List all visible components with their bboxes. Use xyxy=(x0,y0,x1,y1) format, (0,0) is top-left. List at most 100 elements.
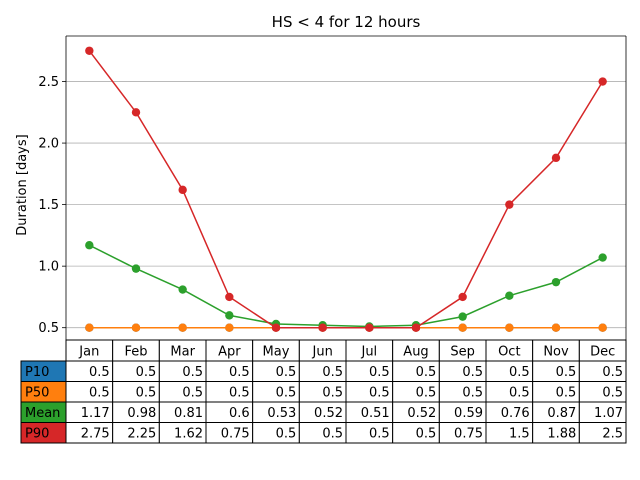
y-axis-label: Duration [days] xyxy=(15,134,30,235)
series-line-p90 xyxy=(88,50,604,329)
table-cell-value: 1.17 xyxy=(81,406,110,421)
table-cell-value: 0.5 xyxy=(369,427,390,442)
table-cell-value: 2.25 xyxy=(127,427,156,442)
table-cell-value: 2.75 xyxy=(81,427,110,442)
table-cell-value: 1.5 xyxy=(509,427,530,442)
table-cell-value: 0.5 xyxy=(322,427,343,442)
data-point-p90 xyxy=(131,108,141,117)
table-cell-value: 1.07 xyxy=(594,406,623,421)
table-cell-value: 0.52 xyxy=(314,406,343,421)
table-cell-value: 1.88 xyxy=(547,427,576,442)
table-cell-value: 0.5 xyxy=(556,386,577,401)
data-point-p90 xyxy=(318,323,327,332)
data-point-p50 xyxy=(225,323,234,332)
table-cell-value: 0.5 xyxy=(229,386,250,401)
data-point-p90 xyxy=(225,292,234,302)
table-cell-value: 0.5 xyxy=(182,365,203,380)
table-header-label: Jan xyxy=(78,345,99,360)
data-point-p90 xyxy=(505,200,514,209)
table-cell xyxy=(578,422,627,444)
data-point-p50 xyxy=(85,323,94,332)
table-header-label: Apr xyxy=(218,345,241,360)
table-row-label: Mean xyxy=(25,406,60,421)
data-point-p90 xyxy=(271,323,281,332)
axes: 0.5 1.0 1.5 2.0 2.5 xyxy=(38,35,627,340)
data-point-p50 xyxy=(551,323,561,332)
table-header-label: May xyxy=(263,345,290,360)
data-point-p90 xyxy=(85,46,94,55)
data-table: Jan Feb Mar Apr May Jun Jul Aug Sep Oct Nov Dec P10 0… xyxy=(20,339,627,444)
data-point-mean xyxy=(225,311,234,320)
table-header-label: Aug xyxy=(403,345,428,360)
table-cell-value: 0.75 xyxy=(454,427,483,442)
table-cell-value: 0.5 xyxy=(602,386,623,401)
data-point-mean xyxy=(458,312,467,321)
table-row-label: P10 xyxy=(25,365,49,380)
table-cell-value: 0.98 xyxy=(127,406,156,421)
table-cell-value: 0.59 xyxy=(454,406,483,421)
y-tick-label: 1.5 xyxy=(38,198,59,213)
data-point-p50 xyxy=(178,323,187,332)
data-point-mean xyxy=(598,253,607,262)
table-cell-value: 0.5 xyxy=(462,386,483,401)
data-point-mean xyxy=(505,291,514,300)
data-point-p90 xyxy=(178,185,187,195)
data-point-p90 xyxy=(411,323,421,332)
table-cell-value: 0.5 xyxy=(416,427,437,442)
y-tick-label: 2.5 xyxy=(38,75,59,90)
table-cell-value: 0.6 xyxy=(229,406,250,421)
table-cell-value: 0.76 xyxy=(501,406,530,421)
table-header-label: Mar xyxy=(170,345,195,360)
table-cell-value: 0.5 xyxy=(276,365,297,380)
table-cell-value: 0.5 xyxy=(369,386,390,401)
table-cell-value: 0.5 xyxy=(416,386,437,401)
chart-title: HS < 4 for 12 hours xyxy=(272,13,421,31)
data-point-p90 xyxy=(365,323,374,332)
data-point-mean xyxy=(551,277,561,287)
data-point-p90 xyxy=(551,153,561,163)
table-cell-value: 0.5 xyxy=(462,365,483,380)
table-cell-value: 0.5 xyxy=(602,365,623,380)
table-cell-value: 2.5 xyxy=(602,427,623,442)
table-header-label: Oct xyxy=(498,345,520,360)
table-cell-value: 0.5 xyxy=(182,386,203,401)
table-cell-value: 0.5 xyxy=(89,365,110,380)
table-cell-value: 0.53 xyxy=(267,406,296,421)
table-header-label: Jul xyxy=(360,345,377,360)
table-row-label: P90 xyxy=(25,427,49,442)
table-header-label: Jun xyxy=(312,345,333,360)
table-header-label: Nov xyxy=(543,345,569,360)
data-point-mean xyxy=(131,264,141,273)
table-cell-value: 0.5 xyxy=(89,386,110,401)
data-point-mean xyxy=(85,241,94,250)
table-cell-value: 0.87 xyxy=(547,406,576,421)
data-point-p90 xyxy=(458,292,467,302)
table-header-label: Feb xyxy=(124,345,147,360)
table-cell-value: 0.5 xyxy=(322,386,343,401)
data-point-p90 xyxy=(598,77,607,86)
table-cell-value: 0.5 xyxy=(369,365,390,380)
table-cell-value: 0.5 xyxy=(322,365,343,380)
table-cell-value: 0.81 xyxy=(174,406,203,421)
series-lines xyxy=(85,46,607,332)
table-cell-value: 0.5 xyxy=(416,365,437,380)
table-row-label: P50 xyxy=(25,386,49,401)
table-cell-value: 0.75 xyxy=(221,427,250,442)
table-cell-value: 0.5 xyxy=(136,386,157,401)
table-header-label: Dec xyxy=(590,345,615,360)
data-point-p50 xyxy=(131,323,141,332)
table-cell-value: 0.5 xyxy=(509,365,530,380)
grid-lines xyxy=(66,81,626,329)
series-line-mean xyxy=(88,244,604,328)
table-cell-value: 0.5 xyxy=(229,365,250,380)
data-point-p50 xyxy=(458,323,467,332)
table-cell-value: 0.52 xyxy=(407,406,436,421)
table-cell-value: 0.51 xyxy=(361,406,390,421)
data-point-mean xyxy=(178,285,187,294)
table-header-label: Sep xyxy=(450,345,475,360)
table-cell-value: 0.5 xyxy=(556,365,577,380)
y-tick-label: 0.5 xyxy=(38,321,59,336)
table-cell-value: 0.5 xyxy=(509,386,530,401)
table-cell-value: 0.5 xyxy=(276,386,297,401)
